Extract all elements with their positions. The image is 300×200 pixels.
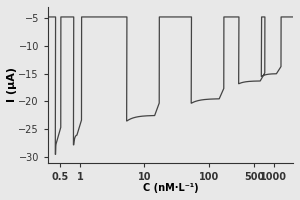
Y-axis label: I (μA): I (μA) — [7, 67, 17, 102]
X-axis label: C (nM·L⁻¹): C (nM·L⁻¹) — [143, 183, 198, 193]
